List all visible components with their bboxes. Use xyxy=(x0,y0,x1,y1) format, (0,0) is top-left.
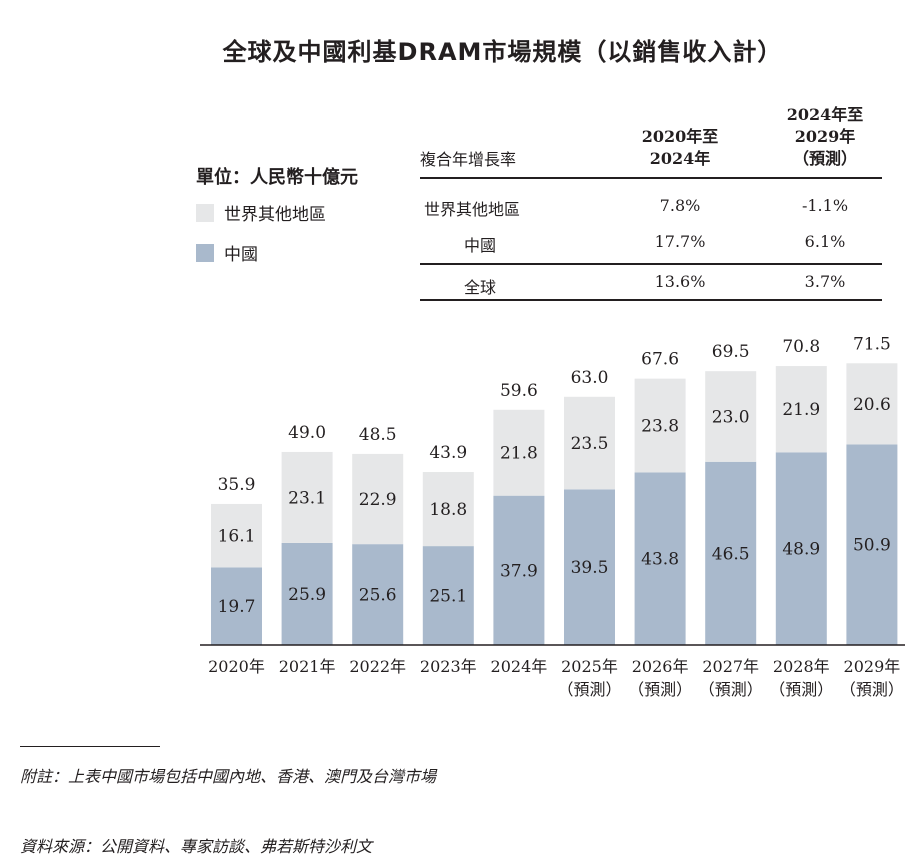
data-label-rest-of-world: 23.1 xyxy=(288,488,326,508)
growth-row-label: 中國 xyxy=(464,236,497,255)
growth-row-value: 7.8% xyxy=(659,196,701,215)
footnote-rule xyxy=(20,746,160,747)
growth-table-header-label: 複合年增長率 xyxy=(420,150,517,169)
x-tick-sublabel: （預測） xyxy=(699,680,763,699)
bar-china xyxy=(281,542,333,645)
x-tick-label: 2025年 xyxy=(561,657,618,676)
bar-china xyxy=(352,544,404,645)
growth-row-value: 13.6% xyxy=(654,272,706,291)
x-tick-label: 2022年 xyxy=(349,657,406,676)
bar-rest-of-world xyxy=(493,409,545,496)
col1-header-line1: 2020年至 xyxy=(641,127,719,146)
bar-china xyxy=(775,452,827,645)
data-label-rest-of-world: 18.8 xyxy=(429,500,467,520)
col2-header-line1: 2024年至 xyxy=(786,105,864,124)
growth-row-value: 6.1% xyxy=(804,232,846,251)
x-tick-label: 2028年 xyxy=(773,657,830,676)
table-rule-bottom xyxy=(420,299,882,301)
x-tick-sublabel: （預測） xyxy=(769,680,833,699)
data-label-china: 19.7 xyxy=(218,597,256,617)
data-label-rest-of-world: 23.0 xyxy=(712,407,750,427)
x-tick-sublabel: （預測） xyxy=(840,680,904,699)
table-rule-mid xyxy=(420,263,882,265)
bar-china xyxy=(211,567,262,645)
growth-row-value: 3.7% xyxy=(804,272,846,291)
bar-rest-of-world xyxy=(564,396,615,490)
data-label-total: 70.8 xyxy=(782,337,820,357)
data-label-china: 46.5 xyxy=(712,544,750,564)
bar-china xyxy=(493,495,545,645)
data-label-total: 35.9 xyxy=(218,475,256,495)
x-tick-label: 2024年 xyxy=(491,657,548,676)
data-label-total: 69.5 xyxy=(712,342,750,362)
data-label-rest-of-world: 20.6 xyxy=(853,395,891,415)
data-label-china: 25.6 xyxy=(359,586,397,606)
bar-china xyxy=(634,472,686,645)
data-label-total: 43.9 xyxy=(429,443,467,463)
data-label-china: 37.9 xyxy=(500,561,538,581)
growth-table-col1-header: 2020年至 2024年 xyxy=(610,126,750,170)
bar-china xyxy=(705,461,757,645)
legend-label-rest-of-world: 世界其他地區 xyxy=(224,205,326,225)
col1-header-line2: 2024年 xyxy=(649,149,711,168)
bar-rest-of-world xyxy=(281,451,333,543)
legend-label-china: 中國 xyxy=(224,245,258,265)
chart-title: 全球及中國利基DRAM市場規模（以銷售收入計） xyxy=(222,38,783,66)
data-label-china: 39.5 xyxy=(571,558,609,578)
bar-china xyxy=(422,546,474,645)
growth-row-value: 17.7% xyxy=(654,232,706,251)
bar-rest-of-world xyxy=(211,503,262,568)
x-tick-sublabel: （預測） xyxy=(557,680,621,699)
bar-rest-of-world xyxy=(352,453,404,545)
legend-swatch-rest-of-world xyxy=(196,203,214,222)
legend-swatch-china xyxy=(196,243,214,262)
x-tick-label: 2020年 xyxy=(208,657,265,676)
data-label-china: 50.9 xyxy=(853,536,891,556)
data-label-rest-of-world: 21.9 xyxy=(782,400,820,420)
data-label-total: 63.0 xyxy=(571,368,609,388)
growth-row-value: -1.1% xyxy=(801,196,849,215)
x-tick-label: 2027年 xyxy=(702,657,759,676)
data-label-china: 43.8 xyxy=(641,550,679,570)
x-tick-label: 2026年 xyxy=(632,657,689,676)
bar-china xyxy=(846,444,898,645)
data-label-rest-of-world: 23.8 xyxy=(641,417,679,437)
legend-item-rest-of-world: 世界其他地區 xyxy=(196,200,326,225)
unit-label: 單位：人民幣十億元 xyxy=(196,167,358,188)
legend-item-china: 中國 xyxy=(196,240,258,265)
data-label-total: 48.5 xyxy=(359,425,397,445)
bar-china xyxy=(564,489,615,645)
data-label-total: 49.0 xyxy=(288,423,326,443)
growth-table-col2-header: 2024年至 2029年 （預測） xyxy=(760,104,890,170)
data-label-rest-of-world: 22.9 xyxy=(359,490,397,510)
bar-rest-of-world xyxy=(775,366,827,453)
data-label-total: 67.6 xyxy=(641,350,679,370)
x-tick-label: 2021年 xyxy=(279,657,336,676)
growth-row-label: 全球 xyxy=(464,278,497,297)
data-label-rest-of-world: 16.1 xyxy=(218,527,256,547)
col2-header-line3: （預測） xyxy=(792,149,857,168)
data-label-rest-of-world: 23.5 xyxy=(571,434,609,454)
x-tick-sublabel: （預測） xyxy=(628,680,692,699)
bar-rest-of-world xyxy=(705,371,757,462)
x-tick-label: 2029年 xyxy=(844,657,901,676)
col2-header-line2: 2029年 xyxy=(794,127,856,146)
x-tick-label: 2023年 xyxy=(420,657,477,676)
data-label-total: 59.6 xyxy=(500,381,538,401)
bar-rest-of-world xyxy=(422,472,474,547)
footnote-source: 資料來源：公開資料、專家訪談、弗若斯特沙利文 xyxy=(20,837,373,856)
bar-rest-of-world xyxy=(634,378,686,473)
data-label-total: 71.5 xyxy=(853,334,891,354)
growth-row-label: 世界其他地區 xyxy=(424,200,521,219)
data-label-china: 25.1 xyxy=(429,587,467,607)
bar-rest-of-world xyxy=(846,363,898,445)
data-label-china: 25.9 xyxy=(288,585,326,605)
table-rule-top xyxy=(420,177,882,179)
data-label-china: 48.9 xyxy=(782,540,820,560)
data-label-rest-of-world: 21.8 xyxy=(500,444,538,464)
footnote-note: 附註：上表中國市場包括中國內地、香港、澳門及台灣市場 xyxy=(20,767,437,786)
